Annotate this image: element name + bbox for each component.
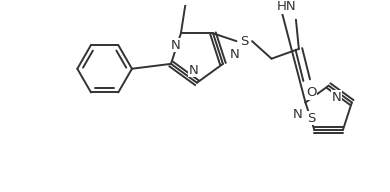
- Text: N: N: [332, 91, 341, 104]
- Text: S: S: [240, 35, 248, 48]
- Text: O: O: [306, 86, 317, 99]
- Text: N: N: [293, 108, 303, 121]
- Text: S: S: [307, 112, 316, 125]
- Text: N: N: [171, 39, 181, 51]
- Text: N: N: [189, 64, 199, 77]
- Text: HN: HN: [277, 1, 296, 13]
- Text: N: N: [230, 48, 239, 61]
